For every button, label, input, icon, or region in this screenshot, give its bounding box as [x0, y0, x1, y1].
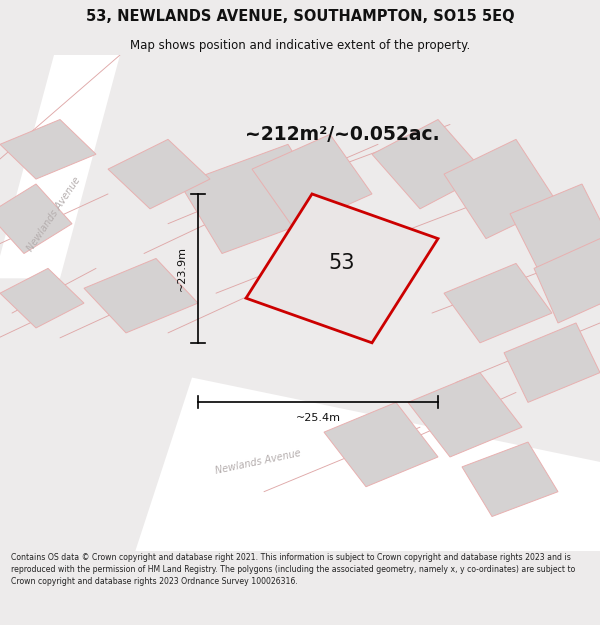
Text: ~23.9m: ~23.9m [177, 246, 187, 291]
Polygon shape [534, 239, 600, 323]
Text: Map shows position and indicative extent of the property.: Map shows position and indicative extent… [130, 39, 470, 52]
Text: Newlands Avenue: Newlands Avenue [25, 175, 83, 253]
Polygon shape [0, 119, 96, 179]
Polygon shape [246, 194, 438, 343]
Text: Contains OS data © Crown copyright and database right 2021. This information is : Contains OS data © Crown copyright and d… [11, 554, 575, 586]
Polygon shape [372, 119, 486, 209]
Text: 53, NEWLANDS AVENUE, SOUTHAMPTON, SO15 5EQ: 53, NEWLANDS AVENUE, SOUTHAMPTON, SO15 5… [86, 9, 514, 24]
Polygon shape [0, 184, 72, 254]
Polygon shape [510, 184, 600, 273]
Polygon shape [108, 139, 210, 209]
Text: Newlands Avenue: Newlands Avenue [214, 448, 302, 476]
Text: ~212m²/~0.052ac.: ~212m²/~0.052ac. [245, 125, 439, 144]
Polygon shape [252, 134, 372, 229]
Polygon shape [180, 144, 330, 254]
Text: ~25.4m: ~25.4m [296, 413, 341, 423]
Polygon shape [408, 372, 522, 457]
Polygon shape [0, 268, 84, 328]
Polygon shape [84, 259, 198, 333]
Polygon shape [132, 378, 600, 561]
Polygon shape [444, 139, 558, 239]
Text: 53: 53 [329, 253, 355, 273]
Polygon shape [324, 402, 438, 487]
Polygon shape [0, 55, 120, 278]
Polygon shape [504, 323, 600, 402]
Polygon shape [444, 263, 552, 343]
Polygon shape [462, 442, 558, 516]
